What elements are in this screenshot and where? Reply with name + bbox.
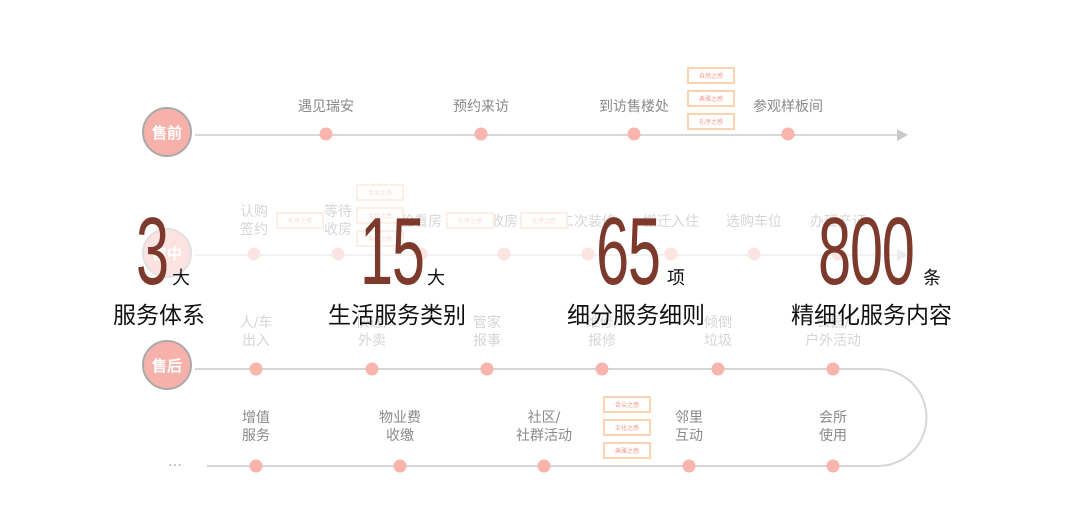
step-label: 验看房: [400, 214, 442, 230]
step-label: 二次装修: [560, 214, 616, 230]
step-label: 人/车 出入: [239, 315, 273, 349]
stage-aftersale: 售后: [142, 340, 192, 390]
stat-caption: 服务体系: [113, 303, 205, 329]
step-dot: [581, 247, 595, 261]
step-label: 管家 报事: [473, 315, 501, 349]
step-label: 认购 签约: [240, 204, 268, 238]
stage-presale: 售前: [142, 107, 192, 157]
step-dot: [831, 247, 845, 261]
step-label: 收房: [490, 214, 518, 230]
step-dot: [664, 247, 678, 261]
feature-tag: 舌尖之感: [603, 396, 651, 413]
feature-tag: 舌尖之感: [356, 184, 404, 201]
step-dot: [595, 362, 609, 376]
feature-tag: 典雅之感: [356, 230, 404, 247]
step-dot: [826, 362, 840, 376]
step-label: 增值 服务: [242, 410, 270, 444]
step-label: 遇见瑞安: [298, 99, 354, 115]
timeline-line: [195, 134, 900, 136]
stat-number: 15: [360, 198, 425, 305]
stat-number: 65: [596, 198, 661, 305]
step-dot: [393, 459, 407, 473]
stat-unit: 大: [172, 268, 190, 289]
step-label: 等待 收房: [324, 204, 352, 238]
feature-tag: 礼序之感: [276, 212, 324, 229]
step-label: 快递/ 外卖: [355, 315, 389, 349]
step-dot: [319, 127, 333, 141]
step-dot: [826, 459, 840, 473]
step-label: 倾倒 垃圾: [704, 315, 732, 349]
step-label: 到访售楼处: [599, 99, 669, 115]
step-dot: [249, 459, 263, 473]
step-label: 邻里 互动: [675, 410, 703, 444]
step-dot: [497, 247, 511, 261]
feature-tag: 典雅之感: [687, 90, 735, 107]
step-dot: [537, 459, 551, 473]
step-dot: [682, 459, 696, 473]
step-label: 维修/ 报修: [585, 315, 619, 349]
step-dot: [414, 247, 428, 261]
step-dot: [365, 362, 379, 376]
step-dot: [331, 247, 345, 261]
arrow-icon: [897, 249, 908, 261]
feature-tag: 文化之感: [356, 207, 404, 224]
step-label: 公园/ 户外活动: [805, 315, 861, 349]
stat-unit: 大: [427, 268, 445, 289]
step-dot: [781, 127, 795, 141]
step-dot: [249, 362, 263, 376]
step-label: 物业费 收缴: [379, 410, 421, 444]
stat-caption: 细分服务细则: [567, 303, 705, 329]
stat-caption: 精细化服务内容: [791, 303, 952, 329]
step-label: 搬迁入住: [643, 214, 699, 230]
step-label: 社区/ 社群活动: [516, 410, 572, 444]
feature-tag: 自然之感: [687, 67, 735, 84]
stat-number: 3: [136, 198, 169, 305]
feature-tag: 礼序之感: [520, 212, 568, 229]
stat-unit: 条: [923, 268, 941, 289]
step-label: 会所 使用: [819, 410, 847, 444]
stat-number: 800: [818, 198, 915, 305]
step-dot: [747, 247, 761, 261]
step-dot: [627, 127, 641, 141]
step-dot: [474, 127, 488, 141]
feature-tag: 典雅之感: [603, 442, 651, 459]
feature-tag: 文化之感: [603, 419, 651, 436]
step-label: 预约来访: [453, 99, 509, 115]
arrow-icon: [897, 129, 908, 141]
step-label: 选购车位: [726, 214, 782, 230]
stat-unit: 项: [667, 268, 685, 289]
feature-tag: 礼序之感: [446, 212, 494, 229]
ellipsis: …: [168, 454, 182, 470]
stat-caption: 生活服务类别: [328, 303, 466, 329]
step-dot: [711, 362, 725, 376]
step-dot: [480, 362, 494, 376]
feature-tag: 礼序之感: [687, 113, 735, 130]
step-dot: [247, 247, 261, 261]
step-label: 办理产证: [810, 214, 866, 230]
step-label: 参观样板间: [753, 99, 823, 115]
stage-midsale: 售中: [142, 228, 192, 278]
timeline-line: [195, 254, 900, 256]
